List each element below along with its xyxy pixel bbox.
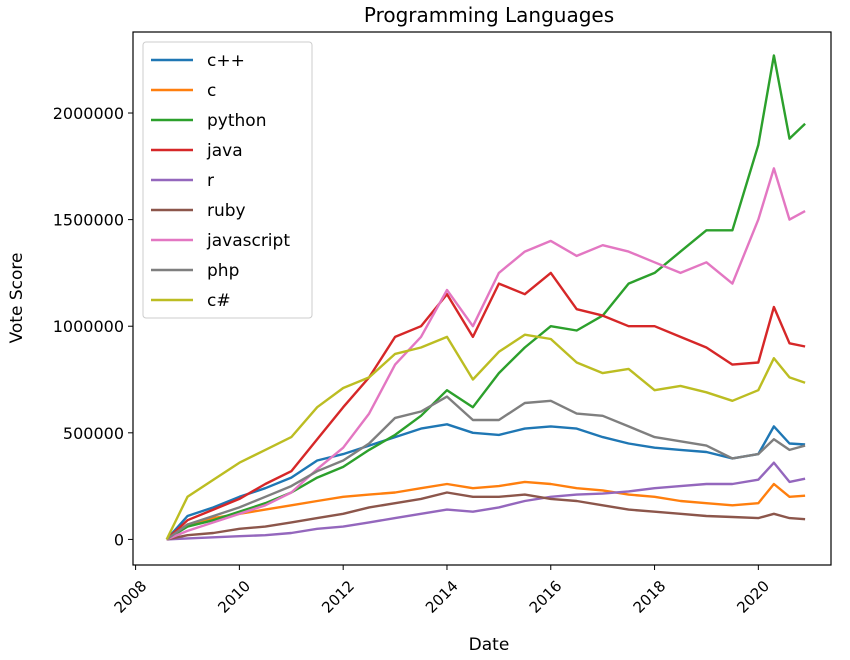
x-tick-label: 2010 [214, 577, 254, 617]
legend-label: javascript [206, 231, 290, 251]
series-line-php [166, 395, 806, 541]
series-line-r [166, 461, 806, 541]
legend-label: c# [207, 291, 231, 311]
legend-label: java [206, 141, 243, 161]
series-line-c++ [165, 423, 806, 541]
y-tick-label: 0 [114, 530, 124, 549]
legend: c++ c python java r ruby javascript php c# [142, 41, 313, 319]
x-tick-label: 2008 [111, 577, 151, 617]
plot-frame [132, 31, 832, 566]
y-tick-label: 1000000 [53, 317, 124, 336]
chart-title: Programming Languages [364, 3, 614, 27]
x-axis-label: Date [469, 635, 510, 655]
x-tick-label: 2012 [318, 577, 358, 617]
series-line-python [166, 54, 806, 541]
legend-box [142, 41, 313, 319]
x-tick-label: 2020 [733, 577, 773, 617]
legend-label: php [207, 261, 239, 281]
series-line-c [166, 480, 806, 541]
legend-label: c [207, 81, 216, 101]
series-layer [165, 54, 806, 541]
y-tick-label: 500000 [63, 424, 124, 443]
series-line-java [165, 271, 806, 541]
series-line-javascript [166, 167, 806, 541]
series-line-c# [165, 333, 806, 540]
y-axis-label: Vote Score [7, 253, 27, 344]
x-tick-label: 2016 [526, 577, 566, 617]
series-line-ruby [166, 491, 806, 541]
legend-label: r [207, 171, 214, 191]
y-tick-label: 2000000 [53, 104, 124, 123]
legend-label: c++ [207, 51, 245, 71]
legend-label: ruby [207, 201, 246, 221]
x-tick-label: 2014 [422, 577, 462, 617]
legend-label: python [207, 111, 266, 131]
x-tick-label: 2018 [630, 577, 670, 617]
y-tick-label: 1500000 [53, 211, 124, 230]
